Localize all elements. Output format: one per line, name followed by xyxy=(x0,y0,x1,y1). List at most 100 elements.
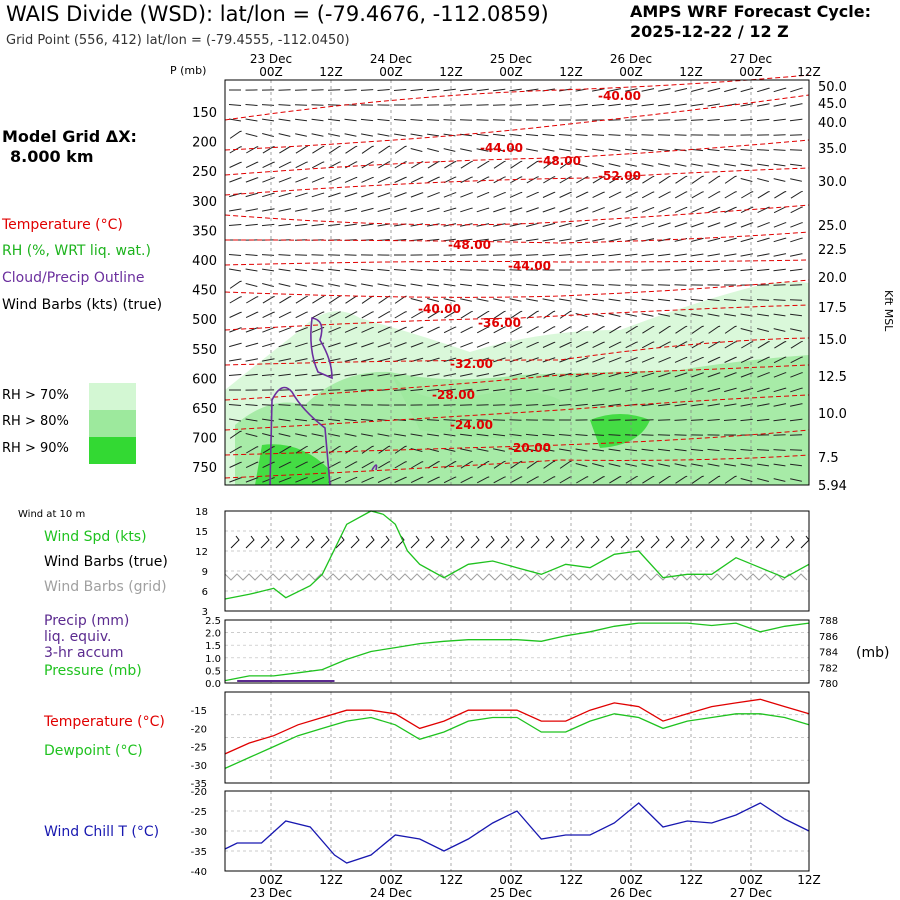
temperature-isotherm xyxy=(224,167,810,196)
wind-barb xyxy=(443,326,457,334)
wind-barb xyxy=(294,104,308,106)
wind-barb xyxy=(245,223,258,227)
wind-barb xyxy=(757,372,770,378)
wind-barb xyxy=(690,448,704,452)
wind-barb xyxy=(394,357,407,363)
wind-barb-true xyxy=(545,535,555,549)
top-time-tick: 00Z xyxy=(619,65,643,79)
kft-tick-label: 20.0 xyxy=(818,271,847,286)
wind-barb xyxy=(460,223,473,227)
wind-barb-true xyxy=(410,535,420,549)
wind-barb xyxy=(658,325,671,334)
wind-barb xyxy=(707,222,721,228)
bottom-time-tick: 12Z xyxy=(679,873,703,887)
wind-barb xyxy=(658,207,671,213)
wind-barb xyxy=(228,254,242,256)
wind-barb xyxy=(773,149,786,151)
wind-barb xyxy=(674,419,687,421)
isotherm-label: -48.00 xyxy=(448,238,491,252)
wind-barb xyxy=(311,208,325,212)
wind-barb xyxy=(278,358,292,362)
wind-barb xyxy=(526,388,539,392)
wind-barb-true xyxy=(500,535,510,549)
wind-barb xyxy=(344,118,357,122)
wind-barb xyxy=(773,328,786,332)
wind-barb-true xyxy=(620,535,630,549)
wind-barb xyxy=(608,434,621,436)
wind-barb xyxy=(476,148,489,152)
wind-barb xyxy=(311,254,324,256)
wind-barb xyxy=(229,268,241,272)
wind-barb xyxy=(723,299,737,301)
wind-barb xyxy=(756,149,770,151)
wind-barb xyxy=(691,87,704,92)
wind-barb xyxy=(262,192,275,198)
wind-barb xyxy=(377,433,390,437)
wind-barb xyxy=(443,419,456,421)
wind-barb xyxy=(723,419,737,421)
wind-barb xyxy=(426,388,440,392)
wind-barb xyxy=(675,325,688,334)
wind-barb xyxy=(460,283,472,287)
dewpoint-line xyxy=(224,713,810,769)
bottom-time-tick: 12Z xyxy=(559,873,583,887)
wind-barb xyxy=(708,325,721,334)
pressure-tick-label: 750 xyxy=(192,461,217,476)
wind-barb xyxy=(377,268,390,272)
wind-barb xyxy=(311,268,324,272)
wind-barb xyxy=(476,133,489,137)
wind-barb xyxy=(740,268,753,272)
wind-barb xyxy=(724,222,737,228)
wind-barb xyxy=(757,191,770,199)
wind-barb xyxy=(509,104,522,106)
wind-barb xyxy=(361,283,373,287)
wind-barb xyxy=(245,268,258,272)
wind-barb xyxy=(245,418,258,422)
legend-rh: RH (%, WRT liq. wat.) xyxy=(2,243,151,259)
wind-barb xyxy=(460,207,473,213)
wind-barb xyxy=(294,223,308,227)
wind-barb xyxy=(526,372,539,377)
wind-barb xyxy=(295,327,308,333)
temperature-tick: -25 xyxy=(191,743,207,754)
wind-barb xyxy=(360,418,374,422)
wind-barb xyxy=(707,119,720,121)
wind-barb xyxy=(526,326,539,334)
wind-barb xyxy=(691,403,704,407)
wind-barb xyxy=(707,448,720,452)
wind-barb xyxy=(393,119,407,121)
pressure-tick-label: 400 xyxy=(192,254,217,269)
wind-barb xyxy=(625,148,637,152)
forecast-cycle-value: 2025-12-22 / 12 Z xyxy=(630,22,789,41)
wind-barb xyxy=(641,284,654,286)
wind-barb xyxy=(641,207,655,213)
wind-barb xyxy=(509,476,523,484)
wind-barb xyxy=(691,206,704,213)
wind-barb xyxy=(525,283,539,287)
wind-barb xyxy=(708,341,721,349)
pressure-tick: 788 xyxy=(819,616,838,627)
wind-barb xyxy=(608,134,621,136)
wind-barb xyxy=(229,430,242,439)
wind-barb xyxy=(311,311,325,319)
wind-barb xyxy=(510,310,523,319)
wind-barb xyxy=(377,133,390,137)
wind-barb xyxy=(278,461,292,469)
kft-axis-label: Kft MSL xyxy=(882,290,895,332)
wind-barb xyxy=(542,207,556,213)
wind-barb xyxy=(295,311,308,319)
legend-precip-accum: 3-hr accum xyxy=(44,645,124,661)
legend-wind-speed: Wind Spd (kts) xyxy=(44,529,147,545)
legend-rh90-label: RH > 90% xyxy=(2,441,69,456)
wind-barb xyxy=(773,463,786,467)
wind-barb xyxy=(575,357,589,363)
top-time-tick: 12Z xyxy=(797,65,821,79)
wind-barb xyxy=(741,191,754,199)
wind-barb xyxy=(674,88,688,92)
wind-barb xyxy=(526,357,539,363)
wind-barb xyxy=(724,191,737,199)
wind-barb xyxy=(724,325,737,334)
wind-barb xyxy=(427,461,440,469)
wind-barb xyxy=(740,118,753,122)
wind-barb xyxy=(443,207,457,213)
